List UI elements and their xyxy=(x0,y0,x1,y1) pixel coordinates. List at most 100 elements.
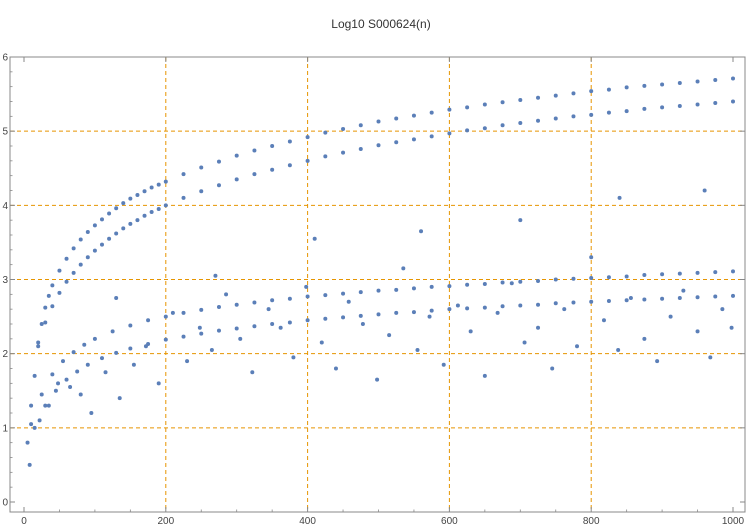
data-point-s4-24 xyxy=(333,366,338,371)
data-point-s2-14 xyxy=(234,302,239,307)
data-point-s0-11 xyxy=(78,237,83,242)
data-point-s0-42 xyxy=(500,100,505,105)
data-point-s0-45 xyxy=(553,93,558,98)
data-point-s4-27 xyxy=(375,377,380,382)
data-point-s4-55 xyxy=(114,296,119,301)
data-point-s3-4 xyxy=(75,369,80,374)
data-point-s3-20 xyxy=(341,315,346,320)
data-point-s4-38 xyxy=(522,340,527,345)
data-point-s2-2 xyxy=(50,372,55,377)
data-point-s0-4 xyxy=(39,322,44,326)
data-point-s2-36 xyxy=(624,274,629,279)
y-axis-ticks: 0 1 2 3 4 5 6 xyxy=(2,53,745,509)
data-point-s1-6 xyxy=(78,262,83,267)
data-point-s0-2 xyxy=(32,373,37,378)
data-point-s3-16 xyxy=(270,322,275,326)
data-point-s0-9 xyxy=(64,256,69,261)
data-point-s4-39 xyxy=(536,325,541,330)
data-point-s4-50 xyxy=(681,288,686,293)
data-point-s2-7 xyxy=(110,329,115,334)
data-point-s3-41 xyxy=(713,294,718,299)
data-point-s3-23 xyxy=(394,310,399,315)
data-point-s0-13 xyxy=(92,223,97,228)
data-point-s2-4 xyxy=(71,350,76,355)
data-point-s3-27 xyxy=(465,306,470,311)
data-point-s3-10 xyxy=(163,337,168,342)
data-point-s0-54 xyxy=(713,77,718,82)
data-point-s0-6 xyxy=(46,293,51,298)
data-point-s0-23 xyxy=(163,179,168,184)
grid-lines xyxy=(10,57,745,512)
data-point-s0-38 xyxy=(429,110,434,115)
data-point-s4-46 xyxy=(628,296,633,301)
data-point-s2-25 xyxy=(429,284,434,289)
data-point-s2-24 xyxy=(411,286,416,291)
data-point-s1-39 xyxy=(536,118,541,123)
data-point-s0-43 xyxy=(518,98,523,103)
data-point-s4-44 xyxy=(601,318,606,323)
data-point-s0-47 xyxy=(589,89,594,94)
y-tick-label-2: 2 xyxy=(2,349,8,360)
data-point-s2-29 xyxy=(500,280,505,285)
data-point-s3-7 xyxy=(114,350,119,355)
data-point-s4-48 xyxy=(655,359,660,364)
data-point-s4-5 xyxy=(78,392,83,397)
data-point-s0-34 xyxy=(358,123,363,128)
data-point-s3-26 xyxy=(447,307,452,312)
data-point-s1-4 xyxy=(64,279,69,284)
y-tick-label-3: 3 xyxy=(2,275,8,286)
data-point-s4-11 xyxy=(156,381,161,386)
data-point-s4-2 xyxy=(46,403,51,408)
data-point-s2-23 xyxy=(394,287,399,292)
data-point-s2-9 xyxy=(146,318,151,323)
data-point-s4-23 xyxy=(319,340,324,345)
data-point-s0-35 xyxy=(376,119,381,124)
data-point-s3-42 xyxy=(731,293,735,298)
data-point-s0-0 xyxy=(25,440,30,445)
data-point-s0-29 xyxy=(270,144,275,148)
data-point-s2-18 xyxy=(305,294,310,299)
data-point-s0-14 xyxy=(99,217,104,222)
data-point-s1-42 xyxy=(589,112,594,117)
data-point-s4-35 xyxy=(482,373,487,378)
data-point-s2-22 xyxy=(376,288,381,293)
data-point-s3-5 xyxy=(85,362,90,367)
data-point-s4-54 xyxy=(729,325,734,330)
data-point-s2-37 xyxy=(642,273,647,278)
data-point-s2-28 xyxy=(482,281,487,286)
data-point-s1-50 xyxy=(731,99,735,104)
data-point-s0-15 xyxy=(107,211,112,216)
data-point-s2-31 xyxy=(536,278,541,283)
data-point-s3-18 xyxy=(305,318,310,323)
data-point-s2-30 xyxy=(518,279,523,284)
data-point-s1-27 xyxy=(323,154,328,159)
data-point-s3-28 xyxy=(482,305,487,310)
data-point-s2-1 xyxy=(39,392,44,397)
data-point-s1-40 xyxy=(553,116,558,121)
data-point-s1-36 xyxy=(482,126,487,131)
data-point-s0-33 xyxy=(341,126,346,131)
data-point-s4-45 xyxy=(616,347,621,352)
data-point-s1-10 xyxy=(107,236,112,241)
data-point-s4-22 xyxy=(304,284,309,289)
data-point-s1-35 xyxy=(465,128,470,133)
data-point-s0-52 xyxy=(677,80,682,85)
data-point-s4-6 xyxy=(89,411,94,415)
data-point-s2-27 xyxy=(465,282,470,287)
data-point-s0-24 xyxy=(181,172,186,177)
data-point-s4-36 xyxy=(495,310,500,315)
data-point-s4-4 xyxy=(68,385,73,390)
data-point-s1-3 xyxy=(57,290,62,295)
y-tick-label-1: 1 xyxy=(2,423,8,434)
data-point-s3-29 xyxy=(500,304,505,309)
chart-title: Log10 S000624(n) xyxy=(331,17,430,31)
data-point-s4-59 xyxy=(518,218,523,223)
data-point-s4-31 xyxy=(427,314,432,319)
data-point-s2-26 xyxy=(447,284,452,289)
data-point-s1-31 xyxy=(394,140,399,145)
data-point-s1-30 xyxy=(376,143,381,148)
data-point-s4-49 xyxy=(668,314,673,319)
data-point-s0-10 xyxy=(71,246,76,251)
data-point-s0-17 xyxy=(121,201,126,206)
